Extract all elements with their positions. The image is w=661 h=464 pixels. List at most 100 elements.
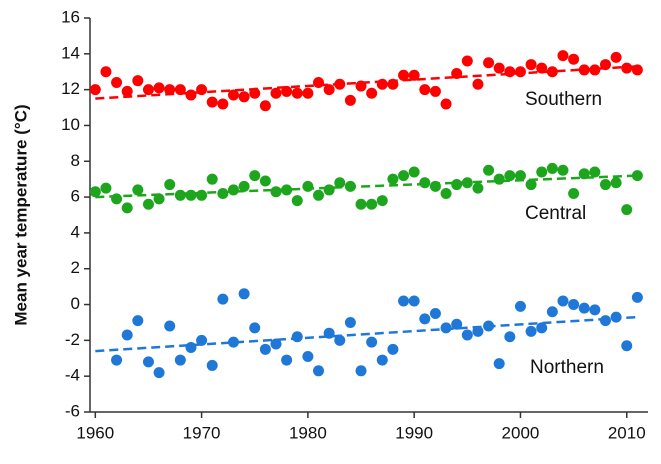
point — [153, 82, 165, 94]
x-tick-label: 1970 — [183, 423, 221, 442]
y-tick-label: 2 — [71, 258, 80, 277]
point — [387, 343, 399, 355]
point — [132, 75, 144, 87]
point — [121, 85, 133, 97]
x-tick-label: 2010 — [608, 423, 646, 442]
point — [568, 299, 580, 311]
y-tick-label: -2 — [65, 330, 80, 349]
y-tick-label: 14 — [61, 43, 80, 62]
point — [525, 59, 537, 71]
point — [461, 329, 473, 341]
trend-line — [95, 174, 638, 199]
point — [206, 96, 218, 108]
point — [100, 182, 112, 194]
point — [546, 162, 558, 174]
point — [419, 84, 431, 96]
point — [227, 336, 239, 348]
y-tick-label: -6 — [65, 401, 80, 420]
point — [217, 188, 229, 200]
point — [142, 356, 154, 368]
point — [514, 66, 526, 78]
point — [536, 322, 548, 334]
point — [429, 308, 441, 319]
point — [610, 177, 622, 189]
point — [196, 189, 208, 201]
y-tick-label: 6 — [71, 187, 80, 206]
point — [281, 85, 293, 97]
point — [238, 288, 250, 300]
x-tick-label: 2000 — [502, 423, 540, 442]
point — [472, 78, 484, 90]
point — [185, 189, 197, 201]
trend-line — [95, 315, 638, 353]
point — [504, 331, 516, 343]
point — [514, 300, 526, 312]
point — [217, 98, 229, 110]
point — [366, 336, 378, 348]
point — [302, 87, 314, 99]
point — [355, 365, 367, 377]
point — [259, 100, 271, 112]
point — [153, 367, 165, 379]
point — [557, 50, 569, 62]
point — [568, 188, 580, 200]
point — [472, 325, 484, 337]
y-tick-label: 16 — [61, 7, 80, 26]
point — [366, 87, 378, 99]
point — [302, 350, 314, 362]
point — [281, 354, 293, 366]
point — [610, 51, 622, 63]
point — [493, 358, 505, 370]
x-tick-label: 1980 — [289, 423, 327, 442]
point — [270, 338, 282, 350]
point — [472, 182, 484, 194]
point — [174, 189, 186, 201]
point — [164, 320, 176, 332]
point — [525, 325, 537, 337]
point — [259, 343, 271, 355]
point — [514, 170, 526, 182]
point — [132, 315, 144, 327]
trend-line — [95, 65, 638, 100]
point — [589, 166, 601, 178]
point — [589, 64, 601, 76]
point — [121, 329, 133, 341]
point — [451, 179, 463, 191]
point — [355, 198, 367, 210]
point — [568, 53, 580, 65]
point — [206, 173, 218, 185]
point — [546, 66, 558, 78]
point — [557, 164, 569, 176]
point — [313, 189, 325, 201]
point — [238, 91, 250, 103]
point — [398, 170, 410, 182]
point — [89, 84, 101, 96]
point — [291, 195, 303, 207]
point — [599, 179, 611, 191]
point — [631, 291, 643, 303]
point — [153, 193, 165, 205]
point — [631, 170, 643, 182]
point — [164, 179, 176, 191]
point — [302, 180, 314, 192]
point — [376, 354, 388, 366]
point — [440, 98, 452, 110]
point — [270, 186, 282, 198]
point — [366, 198, 378, 210]
point — [525, 179, 537, 191]
point — [419, 177, 431, 189]
point — [132, 184, 144, 196]
point — [440, 322, 452, 334]
point — [387, 173, 399, 185]
point — [291, 331, 303, 343]
point — [323, 84, 335, 96]
series-label: Northern — [530, 357, 604, 378]
point — [142, 84, 154, 96]
y-tick-label: 10 — [61, 115, 80, 134]
x-tick-label: 1960 — [76, 423, 114, 442]
point — [270, 87, 282, 99]
point — [589, 304, 601, 316]
point — [196, 334, 208, 346]
point — [483, 164, 495, 176]
